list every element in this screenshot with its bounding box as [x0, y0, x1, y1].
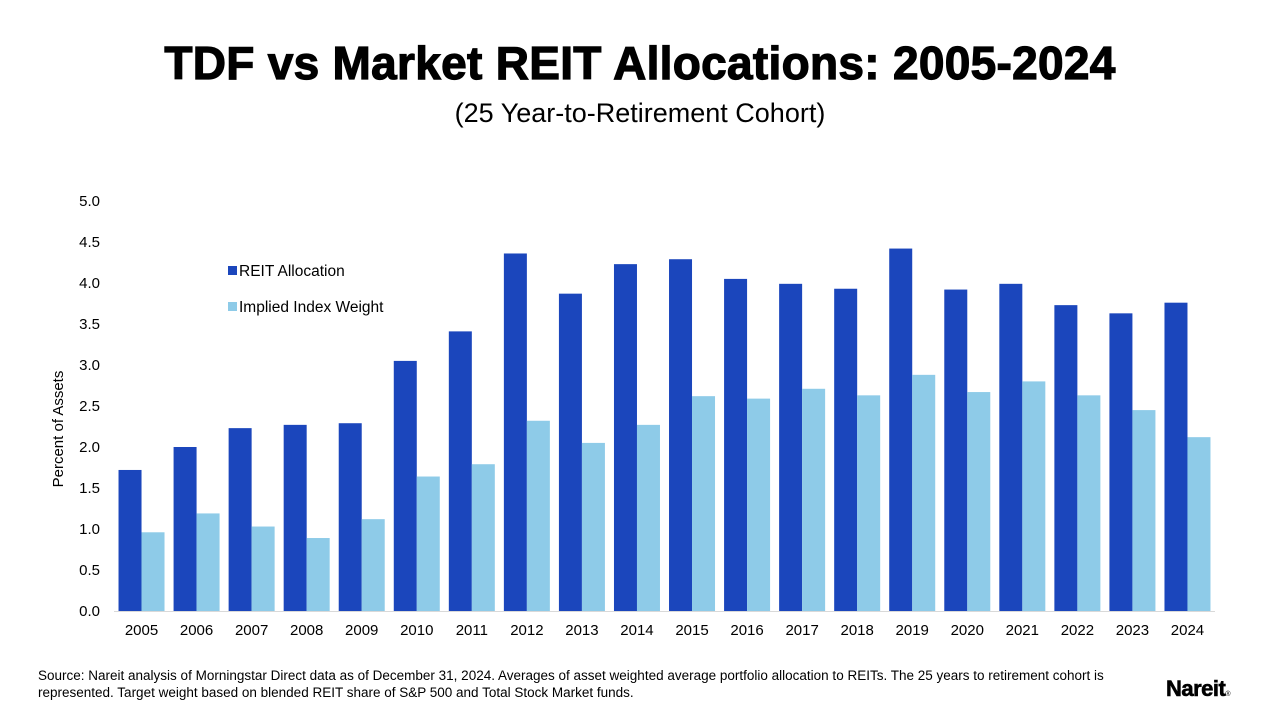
bar-implied-index-weight	[141, 532, 165, 611]
bar-implied-index-weight	[471, 464, 495, 611]
x-tick-label: 2021	[1006, 622, 1039, 639]
x-tick-label: 2009	[345, 622, 378, 639]
y-tick-label: 5.0	[79, 193, 100, 210]
y-tick-label: 0.0	[79, 603, 100, 620]
bar-reit-allocation	[889, 248, 913, 611]
bar-implied-index-weight	[912, 374, 936, 611]
legend-label: Implied Index Weight	[239, 299, 384, 316]
y-tick-label: 4.0	[79, 275, 100, 292]
x-tick-label: 2011	[456, 622, 488, 639]
bar-implied-index-weight	[526, 420, 550, 611]
bar-implied-index-weight	[306, 538, 330, 611]
bar-reit-allocation	[393, 360, 417, 611]
x-tick-label: 2017	[785, 622, 818, 639]
y-axis-title: Percent of Assets	[50, 371, 67, 488]
x-tick-label: 2023	[1116, 622, 1149, 639]
bar-reit-allocation	[173, 447, 197, 611]
y-tick-label: 0.5	[79, 562, 100, 579]
x-tick-label: 2006	[180, 622, 213, 639]
x-tick-label: 2016	[730, 622, 763, 639]
bar-reit-allocation	[448, 331, 472, 611]
bar-reit-allocation	[338, 423, 362, 611]
x-tick-label: 2012	[510, 622, 543, 639]
y-tick-label: 3.5	[79, 316, 100, 333]
bar-implied-index-weight	[802, 388, 826, 611]
x-tick-label: 2008	[290, 622, 323, 639]
bar-reit-allocation	[613, 264, 637, 611]
x-tick-label: 2019	[896, 622, 929, 639]
registered-mark: ®	[1225, 691, 1231, 698]
x-tick-label: 2024	[1171, 622, 1204, 639]
bar-implied-index-weight	[581, 442, 605, 611]
bar-reit-allocation	[283, 424, 307, 611]
bar-implied-index-weight	[1022, 381, 1046, 611]
bar-reit-allocation	[999, 283, 1023, 611]
bar-implied-index-weight	[1132, 410, 1156, 611]
bar-reit-allocation	[724, 278, 748, 611]
logo-text: Nareit	[1166, 676, 1226, 702]
legend-label: REIT Allocation	[239, 263, 345, 280]
bar-reit-allocation	[1054, 305, 1078, 611]
bar-implied-index-weight	[747, 398, 771, 611]
bar-implied-index-weight	[692, 396, 716, 611]
bar-reit-allocation	[834, 288, 858, 611]
x-tick-label: 2018	[840, 622, 873, 639]
bar-implied-index-weight	[967, 392, 991, 611]
chart-subtitle: (25 Year-to-Retirement Cohort)	[454, 98, 826, 128]
bar-reit-allocation	[118, 469, 142, 611]
x-tick-label: 2015	[675, 622, 708, 639]
y-tick-label: 2.0	[79, 439, 100, 456]
y-tick-label: 3.0	[79, 357, 100, 374]
bar-reit-allocation	[558, 293, 582, 611]
nareit-logo: Nareit®	[1166, 676, 1231, 702]
bar-implied-index-weight	[636, 424, 660, 611]
bar-reit-allocation	[669, 259, 693, 611]
y-tick-label: 1.5	[79, 480, 100, 497]
x-tick-label: 2022	[1061, 622, 1094, 639]
y-tick-label: 1.0	[79, 521, 100, 538]
x-tick-label: 2010	[400, 622, 433, 639]
bar-implied-index-weight	[251, 526, 275, 611]
x-tick-label: 2013	[565, 622, 598, 639]
bar-reit-allocation	[944, 289, 968, 611]
bar-reit-allocation	[779, 283, 803, 611]
bar-implied-index-weight	[416, 476, 440, 611]
chart-title: TDF vs Market REIT Allocations: 2005-202…	[164, 36, 1116, 89]
source-note: Source: Nareit analysis of Morningstar D…	[38, 668, 1104, 700]
x-tick-label: 2020	[951, 622, 984, 639]
bar-implied-index-weight	[1187, 437, 1211, 611]
bar-chart: 0.0 0.5 1.0 1.5 2.0 2.5 3.0 3.5 4.0 4.5 5.0 Percent…	[50, 193, 1215, 639]
bar-implied-index-weight	[1077, 395, 1101, 611]
bar-implied-index-weight	[196, 513, 220, 611]
bar-reit-allocation	[228, 428, 252, 611]
bar-reit-allocation	[503, 253, 527, 612]
bar-implied-index-weight	[361, 519, 385, 611]
x-tick-label: 2007	[235, 622, 268, 639]
bar-implied-index-weight	[857, 395, 881, 611]
x-tick-label: 2014	[620, 622, 653, 639]
legend-swatch	[228, 266, 237, 275]
bar-reit-allocation	[1109, 313, 1133, 611]
x-tick-label: 2005	[125, 622, 158, 639]
y-tick-label: 4.5	[79, 234, 100, 251]
bar-reit-allocation	[1164, 302, 1188, 611]
legend-swatch	[228, 302, 237, 311]
y-tick-label: 2.5	[79, 398, 100, 415]
